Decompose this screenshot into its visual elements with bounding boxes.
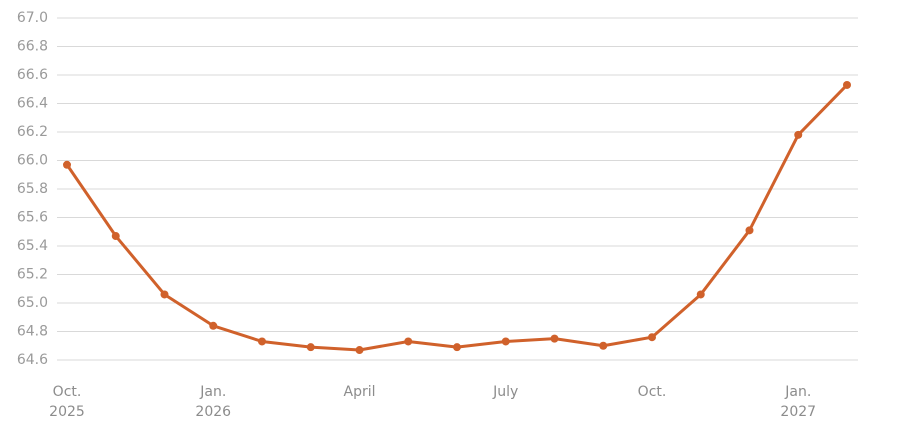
data-point — [355, 346, 364, 355]
data-point — [63, 160, 71, 169]
data-point — [745, 226, 754, 235]
y-tick-label: 66.0 — [17, 153, 48, 169]
x-tick-label: Oct. 2025 — [49, 384, 85, 420]
y-tick-label: 66.8 — [17, 39, 48, 55]
x-tick-label: Oct. — [637, 384, 667, 400]
y-tick-label: 65.4 — [17, 238, 48, 254]
x-tick-label: July — [493, 384, 519, 400]
data-point — [258, 337, 266, 346]
data-point — [794, 130, 803, 139]
x-tick-label: Jan. 2026 — [195, 384, 232, 420]
data-point — [209, 321, 218, 330]
x-tick-label: Jan. 2027 — [780, 384, 817, 420]
y-tick-label: 65.2 — [17, 267, 48, 283]
y-tick-label: 65.6 — [17, 210, 48, 226]
y-tick-label: 64.8 — [17, 324, 48, 340]
x-tick-label: April — [343, 384, 376, 400]
data-point — [696, 290, 705, 299]
y-tick-label: 67.0 — [17, 10, 48, 26]
data-point — [501, 337, 510, 346]
data-point — [843, 80, 851, 89]
y-tick-label: 64.6 — [17, 352, 48, 368]
data-point — [550, 334, 559, 343]
y-tick-label: 66.4 — [17, 96, 48, 112]
data-point — [453, 343, 461, 352]
data-point — [599, 341, 608, 350]
y-tick-label: 65.8 — [17, 181, 48, 197]
data-point — [111, 232, 120, 241]
y-tick-label: 65.0 — [17, 295, 48, 311]
data-point — [160, 290, 169, 299]
data-point — [306, 343, 315, 352]
data-point — [648, 333, 656, 342]
data-point — [404, 337, 413, 346]
y-tick-label: 66.2 — [17, 124, 48, 140]
y-tick-label: 66.6 — [17, 67, 48, 83]
